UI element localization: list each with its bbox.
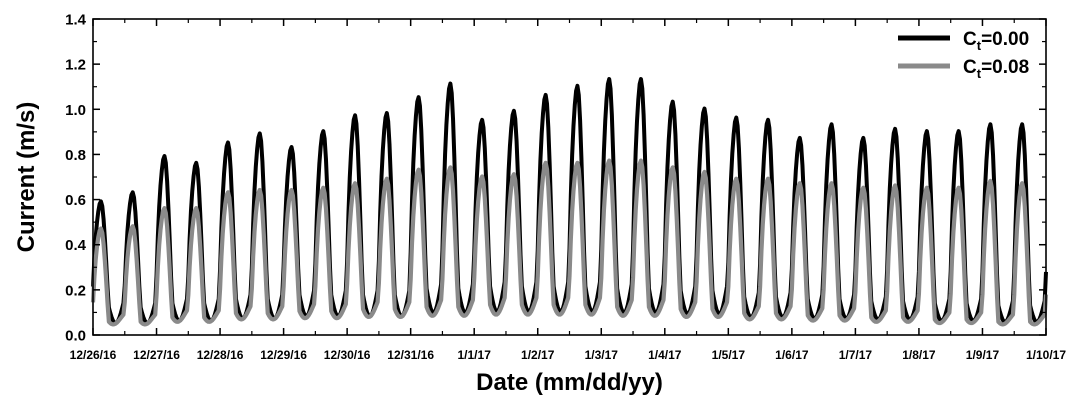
x-tick-label: 1/5/17	[712, 348, 746, 362]
y-tick-label: 1.0	[65, 102, 86, 119]
series-line-2	[90, 158, 1049, 327]
legend: Ct=0.00 Ct=0.08	[898, 29, 1029, 81]
series-layer	[90, 77, 1049, 327]
x-tick-label: 12/26/16	[70, 348, 117, 362]
y-tick-label: 0.8	[65, 147, 86, 164]
y-tick-label: 0.0	[65, 328, 86, 345]
x-axis-title: Date (mm/dd/yy)	[476, 369, 663, 396]
x-tick-label: 12/31/16	[387, 348, 434, 362]
x-tick-label: 1/2/17	[521, 348, 555, 362]
legend-label-2: Ct=0.08	[963, 57, 1029, 81]
x-tick-label: 1/9/17	[966, 348, 1000, 362]
y-tick-label: 1.4	[65, 12, 87, 29]
x-tick-label: 1/10/17	[1026, 348, 1066, 362]
y-tick-label: 0.6	[65, 192, 86, 209]
x-tick-label: 12/30/16	[324, 348, 371, 362]
y-axis-ticks: 0.0 0.2 0.4 0.6 0.8 1.0 1.2 1.4	[65, 12, 1046, 345]
x-tick-label: 12/27/16	[133, 348, 180, 362]
x-tick-label: 1/3/17	[585, 348, 619, 362]
x-tick-label: 1/4/17	[648, 348, 682, 362]
legend-label-1: Ct=0.00	[963, 29, 1029, 53]
x-axis-ticks: 12/26/16 12/27/16 12/28/16 12/29/16 12/30/16…	[70, 19, 1066, 362]
y-axis-title: Current (m/s)	[13, 102, 40, 253]
x-tick-label: 12/28/16	[197, 348, 244, 362]
x-tick-label: 1/7/17	[839, 348, 873, 362]
y-tick-label: 0.4	[65, 237, 87, 254]
x-tick-label: 12/29/16	[260, 348, 307, 362]
y-tick-label: 1.2	[65, 57, 86, 74]
x-tick-label: 1/1/17	[458, 348, 492, 362]
x-tick-label: 1/6/17	[775, 348, 809, 362]
y-tick-label: 0.2	[65, 282, 86, 299]
x-tick-label: 1/8/17	[902, 348, 936, 362]
